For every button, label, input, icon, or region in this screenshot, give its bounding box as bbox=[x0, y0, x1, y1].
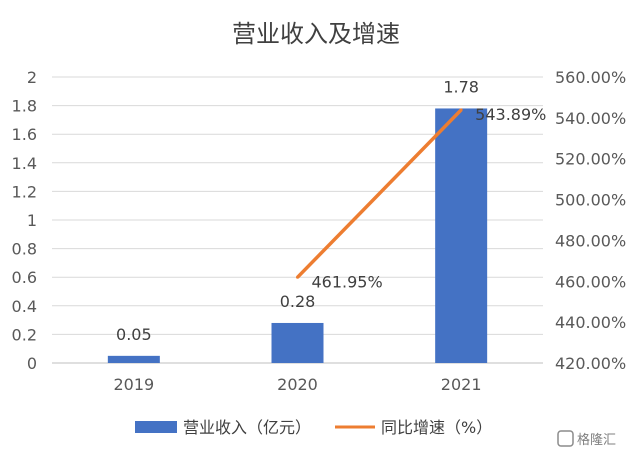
x-tick-label: 2019 bbox=[113, 375, 154, 394]
left-tick-label: 1.8 bbox=[12, 97, 37, 116]
left-tick-label: 1 bbox=[27, 211, 37, 230]
left-tick-label: 0.4 bbox=[12, 297, 37, 316]
right-tick-label: 520.00% bbox=[555, 150, 626, 169]
bar bbox=[271, 322, 324, 363]
legend-label-growth: 同比增速（%） bbox=[381, 418, 492, 437]
watermark-text: 格隆汇 bbox=[577, 432, 616, 448]
line-series bbox=[296, 108, 463, 279]
bar-value-label: 0.28 bbox=[280, 292, 316, 311]
x-axis-ticks: 2019 2020 2021 bbox=[113, 375, 481, 394]
right-tick-label: 480.00% bbox=[555, 231, 626, 250]
x-tick-label: 2020 bbox=[277, 375, 318, 394]
left-tick-label: 0.8 bbox=[12, 240, 37, 259]
left-tick-label: 1.4 bbox=[12, 154, 37, 173]
watermark-logo-icon bbox=[557, 430, 574, 447]
growth-line bbox=[296, 108, 463, 279]
left-tick-label: 2 bbox=[27, 68, 37, 87]
line-point bbox=[459, 108, 463, 112]
x-tick-label: 2021 bbox=[441, 375, 482, 394]
right-tick-label: 440.00% bbox=[555, 313, 626, 332]
legend: 营业收入（亿元） 同比增速（%） bbox=[135, 418, 492, 437]
right-tick-label: 460.00% bbox=[555, 272, 626, 291]
left-axis-ticks: 0 0.2 0.4 0.6 0.8 1 1.2 1.4 1.6 1.8 2 bbox=[12, 68, 37, 373]
left-tick-label: 1.2 bbox=[12, 182, 37, 201]
bar bbox=[435, 108, 488, 364]
bar-series bbox=[107, 108, 488, 364]
legend-label-revenue: 营业收入（亿元） bbox=[183, 418, 311, 437]
right-tick-label: 560.00% bbox=[555, 68, 626, 87]
watermark: 格隆汇 bbox=[557, 430, 616, 448]
right-tick-label: 420.00% bbox=[555, 354, 626, 373]
line-point bbox=[296, 275, 299, 279]
legend-swatch-revenue bbox=[135, 421, 177, 433]
line-value-label: 461.95% bbox=[312, 272, 383, 291]
left-tick-label: 0 bbox=[27, 354, 37, 373]
line-value-label: 543.89% bbox=[475, 105, 546, 124]
left-tick-label: 0.6 bbox=[12, 268, 37, 287]
bar bbox=[107, 355, 160, 363]
bar-value-label: 1.78 bbox=[443, 77, 479, 96]
grid-lines bbox=[52, 76, 543, 364]
left-tick-label: 1.6 bbox=[12, 125, 37, 144]
right-tick-label: 500.00% bbox=[555, 191, 626, 210]
right-axis-ticks: 420.00% 440.00% 460.00% 480.00% 500.00% 520.0… bbox=[555, 68, 626, 373]
chart-title: 营业收入及增速 bbox=[232, 20, 400, 48]
right-tick-label: 540.00% bbox=[555, 109, 626, 128]
bar-value-label: 0.05 bbox=[116, 325, 152, 344]
data-labels: 0.05 0.28 1.78 461.95% 543.89% bbox=[116, 77, 546, 343]
left-tick-label: 0.2 bbox=[12, 325, 37, 344]
